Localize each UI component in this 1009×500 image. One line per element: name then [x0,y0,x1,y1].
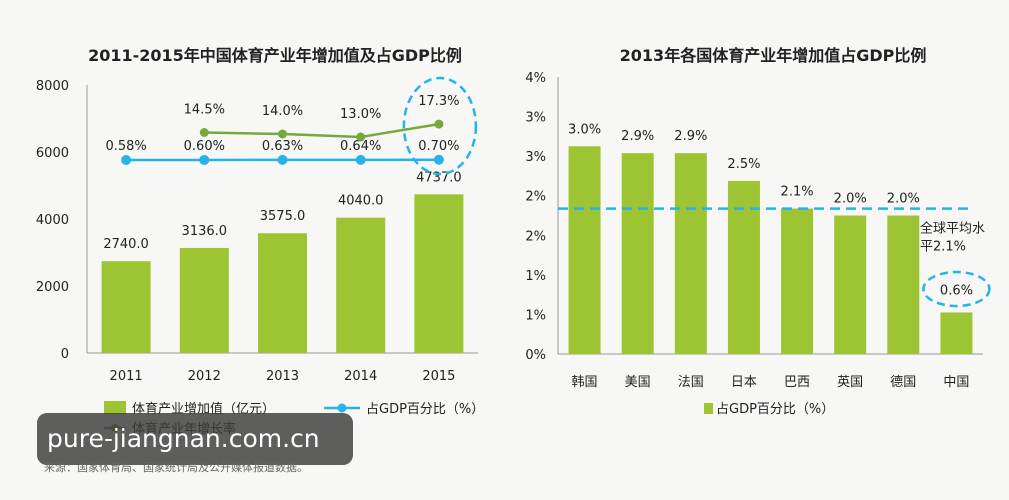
legend-bar-swatch [104,401,126,414]
chart1-y-tick: 6000 [36,146,69,161]
chart1-bar [101,261,151,353]
chart2-highlight-ellipse [922,270,991,308]
legend-gdp-marker [337,403,347,413]
legend-gdp-label: 占GDP百分比（%） [366,402,484,417]
chart2-y-tick: 3% [525,150,546,165]
chart2-x-tick: 德国 [890,375,916,390]
chart1-gdp-label: 0.58% [105,139,146,154]
chart2-bar-label: 2.5% [727,157,760,172]
chart1-gdp-label: 0.70% [418,139,459,154]
chart2-y-tick: 0% [525,348,546,363]
chart2-x-tick: 日本 [731,375,757,390]
chart1-growth-label: 13.0% [340,107,381,122]
chart2-bar [887,215,920,354]
chart1-gdp-point [433,154,444,165]
chart2-bar-label: 2.0% [887,192,920,207]
chart1: 0 2000 4000 6000 8000 2011 2012 2013 2014 2015 274… [36,76,478,384]
chart1-bar [336,217,386,353]
chart2-x-tick: 韩国 [572,375,598,390]
chart2-y-tick: 1% [525,269,546,284]
chart1-bar-label: 4040.0 [338,194,384,209]
chart2-bar [781,208,814,354]
chart1-x-tick: 2015 [422,369,455,384]
chart1-gdp-point [121,155,132,165]
chart1-y-tick: 0 [61,347,69,362]
chart1-bar [179,247,229,353]
chart1-growth-label: 14.5% [184,103,225,118]
chart1-growth-point [278,129,287,139]
chart2-x-tick: 巴西 [784,375,810,390]
chart1-gdp-point [199,154,210,165]
chart2-x-tick: 法国 [678,375,704,390]
source-note: 来源：国家体育局、国家统计局及公开媒体报道数据。 [44,461,308,474]
chart1-y-tick: 4000 [36,213,69,228]
chart2-bar-label: 2.9% [621,129,654,144]
chart2-y-tick: 1% [525,308,546,323]
chart1-gdp-label: 0.60% [184,139,225,154]
chart2-bar [727,180,760,354]
chart2-y-tick: 2% [525,229,546,244]
chart2-x-tick: 中国 [943,375,969,390]
chart2-bar-label: 3.0% [568,122,601,137]
chart1-bar-label: 2740.0 [103,237,149,252]
chart2-bar [674,153,707,354]
chart1-x-tick: 2014 [344,369,377,384]
chart1-bar-label: 3136.0 [182,224,228,239]
chart2-bar [621,153,654,354]
chart1-bar-label: 3575.0 [260,209,306,224]
chart1-growth-point [434,119,444,129]
chart1-y-tick: 8000 [36,79,69,94]
legend2-bar-label: 占GDP百分比（%） [716,402,834,417]
chart1-growth-line [204,122,440,139]
chart2-bar-label: 2.9% [674,129,707,144]
chart2-title: 2013年各国体育产业年增加值占GDP比例 [620,46,927,65]
watermark: pure-jiangnan.com.cn [37,413,353,465]
chart1-y-tick: 2000 [36,280,69,295]
chart2-bar [568,146,601,354]
chart1-growth-point [356,132,366,142]
chart2-bar [834,215,867,354]
chart2-bar-label: 2.1% [781,185,814,200]
legend2-bar-swatch [704,403,713,414]
chart1-x-tick: 2013 [266,369,299,384]
chart1-gdp-point [355,154,366,165]
chart1-highlight-ellipse [402,76,478,176]
chart2-bar [940,312,973,354]
chart1-bar [414,194,464,353]
chart2-x-tick: 英国 [837,375,863,390]
chart1-gdp-label: 0.63% [262,139,303,154]
chart1-growth-label: 14.0% [262,104,303,119]
chart2-average-label: 平2.1% [920,240,966,255]
chart1-bar-label: 4737.0 [416,170,462,185]
chart1-growth-point [199,128,209,137]
chart1-gdp-point [277,154,288,165]
chart2-y-tick: 3% [525,111,546,126]
chart2-x-tick: 美国 [625,375,651,390]
chart1-title: 2011-2015年中国体育产业年增加值及占GDP比例 [88,46,462,65]
chart1-x-tick: 2012 [188,369,221,384]
chart2-bar-label: 0.6% [940,283,973,298]
chart2-average-label: 全球平均水 [920,221,985,237]
chart2: 0% 1% 1% 2% 2% 3% 3% 4% 韩国 美国 法国 日本 巴西 英国 德国 中国 3.0% 2.9%… [525,71,991,390]
chart1-gdp-label: 0.64% [340,139,381,154]
chart1-x-tick: 2011 [110,369,143,384]
chart2-y-tick: 2% [525,190,546,205]
chart2-bar-label: 2.0% [834,192,867,207]
chart2-y-tick: 4% [525,71,546,86]
chart1-bar [258,233,307,353]
chart1-growth-label: 17.3% [418,94,459,109]
